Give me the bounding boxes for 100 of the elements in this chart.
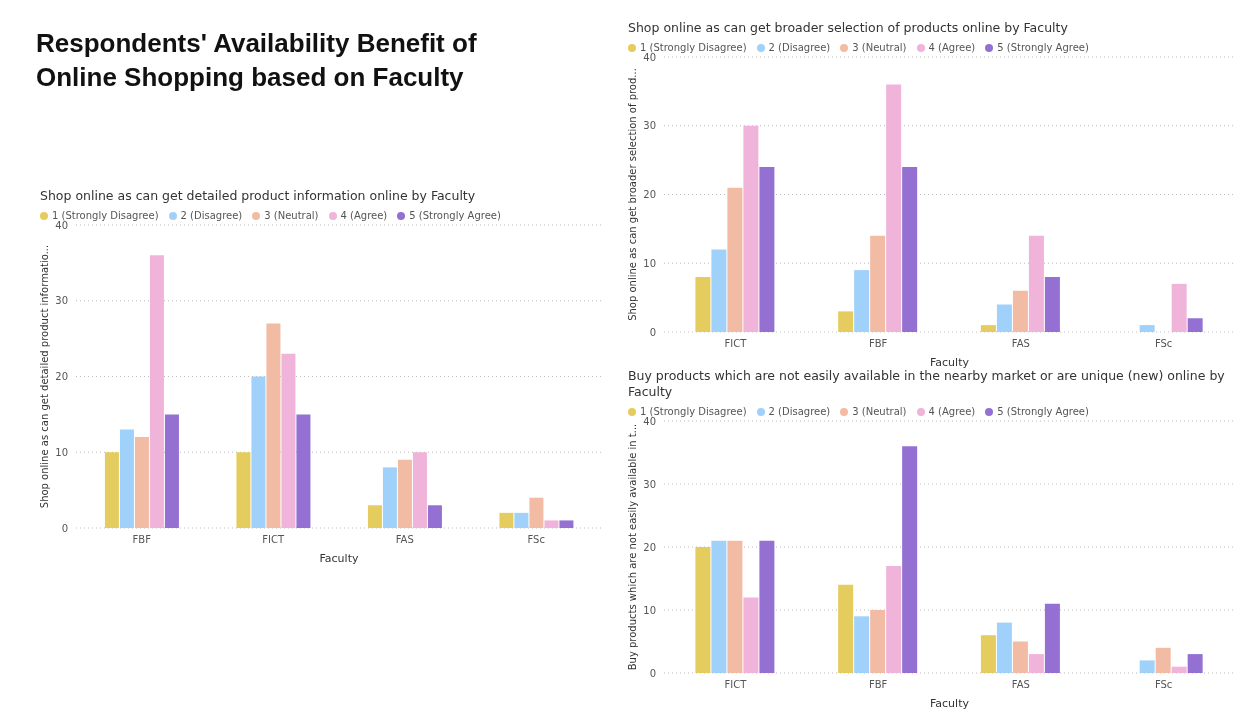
bar [711,540,727,673]
bar [1187,318,1203,332]
bar [1028,235,1044,332]
x-axis-title: Faculty [930,697,970,710]
y-tick-label: 30 [643,120,656,132]
legend-label: 1 (Strongly Disagree) [640,42,747,53]
x-tick-label: FICT [724,679,748,691]
bar [1187,654,1203,673]
y-tick-label: 10 [643,604,656,616]
bar [559,520,574,528]
bar [980,325,996,332]
bar [711,249,727,332]
bar [1044,603,1060,673]
legend-label: 2 (Disagree) [180,210,243,221]
chart-title: Shop online as can get detailed product information online by Faculty [40,188,477,204]
y-tick-label: 20 [55,371,68,383]
bar [727,187,743,332]
bar [902,167,918,332]
legend-label: 4 (Agree) [340,210,388,221]
y-tick-label: 20 [643,189,656,201]
bar [1012,290,1028,332]
legend-label: 4 (Agree) [928,406,976,417]
y-tick-label: 20 [643,541,656,553]
x-tick-label: FSc [527,534,545,546]
y-tick-label: 10 [643,257,656,269]
bar [427,505,442,528]
y-axis-title: Shop online as can get detailed product informatio... [38,244,50,509]
y-tick-label: 40 [55,219,68,231]
bar [367,505,382,528]
x-tick-label: FBF [868,679,888,691]
bar [695,547,711,673]
bar [397,459,412,528]
x-tick-label: FAS [1011,338,1030,350]
bar [236,452,251,528]
x-axis-title: Faculty [930,356,970,369]
x-tick-label: FSc [1154,338,1173,350]
bar [164,414,179,528]
legend-label: 1 (Strongly Disagree) [640,406,747,417]
y-tick-label: 0 [61,522,68,534]
bar [149,255,164,528]
bar [886,84,902,332]
bar [886,565,902,673]
bar [743,125,759,332]
bar [902,446,918,673]
bar [251,376,266,528]
y-tick-label: 30 [643,478,656,490]
x-tick-label: FAS [395,534,414,546]
x-tick-label: FICT [262,534,286,546]
bar [281,353,296,528]
bar [134,437,149,528]
bar [104,452,119,528]
bar [695,277,711,332]
x-tick-label: FBF [868,338,888,350]
x-tick-label: FSc [1154,679,1173,691]
bar [1139,325,1155,332]
bar [1044,277,1060,332]
bar [1012,641,1028,673]
bar [870,610,886,673]
bar [119,429,134,528]
bar [1171,666,1187,673]
bar [1139,660,1155,673]
bar [514,512,529,528]
y-tick-label: 0 [649,667,656,679]
bar [727,540,743,673]
x-tick-label: FICT [724,338,748,350]
legend-label: 5 (Strongly Agree) [997,406,1089,417]
chart-title: Shop online as can get broader selection of products online by Faculty [628,20,1069,36]
bar [499,512,514,528]
bar [743,597,759,673]
bar [996,622,1012,673]
bar [1028,654,1044,673]
legend-label: 3 (Neutral) [264,210,319,221]
y-axis-title: Shop online as can get broader selection of prod... [626,68,638,321]
bar [266,323,281,528]
bar [529,497,544,528]
x-tick-label: FAS [1011,679,1030,691]
text: Respondents' Availability Benefit of Online Shopping based on Faculty [36,27,478,94]
bar [296,414,311,528]
bar [382,467,397,528]
y-tick-label: 40 [643,51,656,63]
bar [759,167,775,332]
x-axis-title: Faculty [319,552,359,565]
legend-label: 5 (Strongly Agree) [409,210,501,221]
y-axis-title: Buy products which are not easily available in t... [626,423,638,671]
bar [544,520,559,528]
y-tick-label: 0 [649,326,656,338]
bar [412,452,427,528]
bar [854,616,870,673]
bar [870,235,886,332]
bar [996,304,1012,332]
legend-label: 1 (Strongly Disagree) [52,210,159,221]
y-tick-label: 30 [55,295,68,307]
bar [759,540,775,673]
bar [854,270,870,332]
legend-label: 2 (Disagree) [768,42,831,53]
bar [838,584,854,673]
legend-label: 4 (Agree) [928,42,976,53]
bar [1155,647,1171,673]
x-tick-label: FBF [132,534,152,546]
bar [1171,283,1187,332]
